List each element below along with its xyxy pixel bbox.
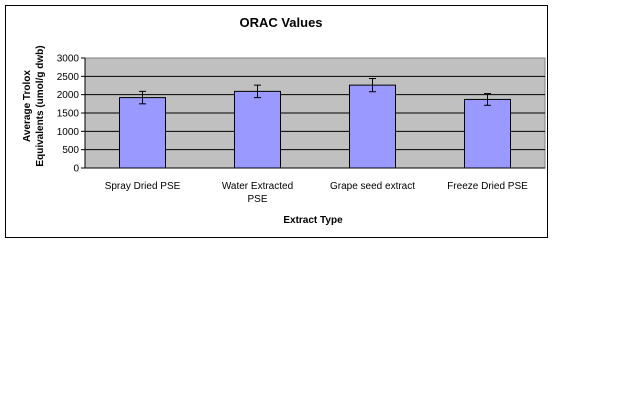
x-category-label: PSE [247, 194, 267, 205]
bars [119, 84, 511, 169]
x-category-label: Water Extracted [222, 181, 293, 192]
x-category-label: Grape seed extract [330, 181, 415, 192]
y-tick-label: 0 [73, 164, 79, 175]
bar [234, 90, 281, 169]
y-tick-label: 1000 [57, 127, 80, 138]
y-axis-ticks: 0 500 1000 1500 2000 2500 3000 [57, 54, 85, 175]
bar [349, 84, 396, 169]
y-tick-label: 1500 [57, 109, 80, 120]
error-bars [139, 78, 491, 106]
chart-svg: ORAC Values Average Trolox Equivalents (… [22, 15, 546, 226]
y-tick-label: 3000 [57, 54, 80, 65]
x-axis-categories: Spray Dried PSE Water Extracted PSE Grape s… [105, 181, 528, 205]
x-axis-title: Extract Type [283, 215, 343, 226]
y-tick-label: 2500 [57, 72, 80, 83]
bar [119, 97, 166, 169]
chart-title: ORAC Values [239, 15, 322, 30]
y-tick-label: 2000 [57, 90, 80, 101]
y-tick-label: 500 [62, 145, 79, 156]
x-category-label: Spray Dried PSE [105, 181, 181, 192]
x-category-label: Freeze Dried PSE [447, 181, 528, 192]
bar [464, 98, 511, 169]
chart-frame: ORAC Values Average Trolox Equivalents (… [5, 5, 548, 238]
y-axis-title-line-1: Average Trolox [22, 70, 33, 142]
y-axis-title: Average Trolox Equivalents (umol/g dwb) [22, 45, 46, 166]
y-axis-title-line-2: Equivalents (umol/g dwb) [35, 45, 46, 166]
